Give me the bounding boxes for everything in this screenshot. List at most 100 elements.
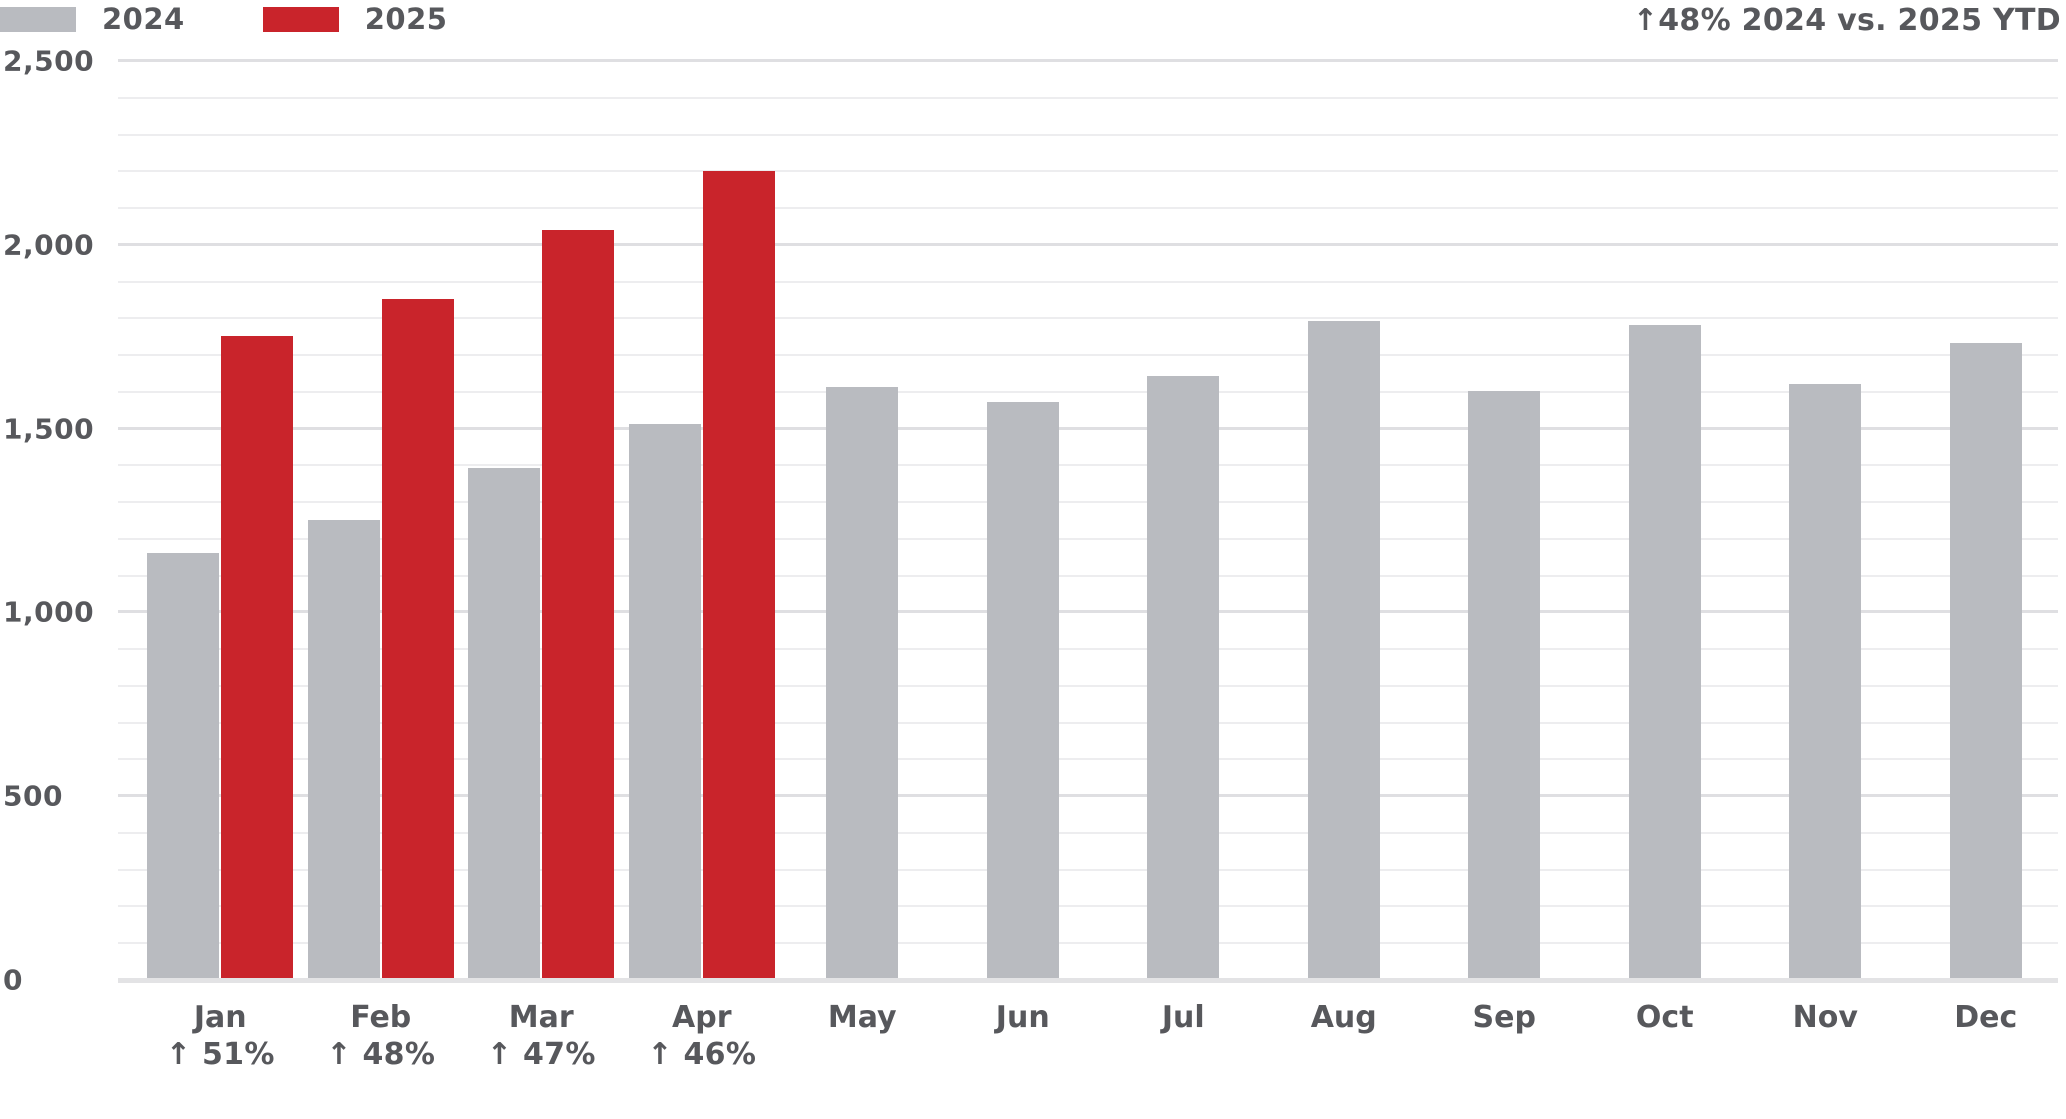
x-axis: Jan ↑ 51% Feb ↑ 48% Mar ↑ 47% Apr ↑ 46% May Jun Ju… (140, 999, 2066, 1073)
x-label-group-may: May (782, 999, 943, 1073)
gridline-major (118, 426, 2058, 430)
gridline-minor (118, 207, 2058, 210)
bar-2024-jun[interactable] (986, 402, 1059, 978)
gridline-minor (118, 501, 2058, 504)
bar-group-nov (1745, 61, 1906, 978)
x-label-group-mar: Mar ↑ 47% (461, 999, 622, 1073)
gridline-major (118, 610, 2058, 614)
bar-group-sep (1424, 61, 1585, 978)
bar-group-jan (140, 61, 301, 978)
ytd-growth-annotation: ↑48% 2024 vs. 2025 YTD (1632, 3, 2061, 38)
bar-group-feb (301, 61, 462, 978)
gridlines (118, 59, 2058, 980)
gridline-minor (118, 831, 2058, 834)
legend-label-2025: 2025 (364, 2, 448, 36)
bar-2024-mar[interactable] (468, 468, 541, 978)
gridline-minor (118, 758, 2058, 761)
month-label-oct: Oct (1635, 1000, 1694, 1035)
bar-2024-jan[interactable] (147, 552, 220, 978)
gridline-minor (118, 537, 2058, 540)
growth-label-feb: ↑ 48% (326, 1037, 436, 1072)
legend-item-2025[interactable]: 2025 (262, 2, 448, 36)
bar-group-apr (622, 61, 783, 978)
gridline-major (118, 794, 2058, 798)
month-label-mar: Mar (508, 1000, 574, 1035)
growth-label-apr: ↑ 46% (647, 1037, 757, 1072)
month-label-may: May (827, 1000, 897, 1035)
growth-label-jan: ↑ 51% (165, 1037, 275, 1072)
bar-2024-jul[interactable] (1147, 376, 1220, 978)
month-label-sep: Sep (1472, 1000, 1536, 1035)
gridline-minor (118, 133, 2058, 136)
bar-2024-nov[interactable] (1789, 383, 1862, 978)
month-label-jul: Jul (1161, 1000, 1205, 1035)
month-label-dec: Dec (1954, 1000, 2018, 1035)
gridline-major (118, 59, 2058, 62)
x-label-group-aug: Aug (1264, 999, 1425, 1073)
bar-group-may (782, 61, 943, 978)
gridline-minor (118, 868, 2058, 871)
gridline-minor (118, 280, 2058, 283)
bar-group-oct (1585, 61, 1746, 978)
bar-2025-apr[interactable] (702, 171, 775, 978)
gridline-major (118, 242, 2058, 246)
bars-row (140, 61, 2066, 978)
x-label-group-oct: Oct (1585, 999, 1746, 1073)
gridline-minor (118, 721, 2058, 724)
gridline-minor (118, 648, 2058, 651)
x-label-group-jul: Jul (1103, 999, 1264, 1073)
gridline-minor (118, 170, 2058, 173)
bar-2025-jan[interactable] (221, 336, 294, 978)
y-axis-label: 1,500 (3, 412, 95, 446)
x-label-group-jun: Jun (943, 999, 1104, 1073)
y-axis-label: 2,000 (3, 228, 95, 262)
bar-2024-sep[interactable] (1468, 391, 1541, 978)
bar-2024-apr[interactable] (628, 424, 701, 978)
bar-group-aug (1264, 61, 1425, 978)
bar-group-mar (461, 61, 622, 978)
bar-2024-may[interactable] (826, 387, 899, 978)
bar-2024-aug[interactable] (1307, 321, 1380, 978)
bar-2025-mar[interactable] (542, 229, 615, 978)
month-label-nov: Nov (1792, 1000, 1858, 1035)
legend: 2024 2025 (0, 2, 447, 36)
month-label-jan: Jan (193, 1000, 247, 1035)
x-label-group-nov: Nov (1745, 999, 1906, 1073)
y-axis: 0 500 1,000 1,500 2,000 2,500 (3, 45, 115, 997)
gridline-minor (118, 354, 2058, 357)
bar-2024-oct[interactable] (1628, 325, 1701, 978)
y-axis-label: 1,000 (3, 595, 95, 629)
bar-group-jun (943, 61, 1104, 978)
x-label-group-jan: Jan ↑ 51% (140, 999, 301, 1073)
gridline-minor (118, 96, 2058, 99)
legend-swatch-2024-icon (0, 6, 76, 32)
x-label-group-feb: Feb ↑ 48% (301, 999, 462, 1073)
gridline-minor (118, 464, 2058, 467)
legend-item-2024[interactable]: 2024 (0, 2, 185, 36)
plot-area: 0 500 1,000 1,500 2,000 2,500 Jan ↑ 51% Feb ↑ 48… (0, 45, 2066, 1119)
x-label-group-dec: Dec (1906, 999, 2066, 1073)
y-axis-label: 500 (3, 779, 63, 813)
bar-2024-dec[interactable] (1949, 343, 2022, 978)
gridline-minor (118, 684, 2058, 687)
month-label-apr: Apr (672, 1000, 732, 1035)
bar-2024-feb[interactable] (307, 519, 380, 978)
gridline-minor (118, 942, 2058, 945)
gridline-minor (118, 317, 2058, 320)
gridline-minor (118, 905, 2058, 908)
legend-label-2024: 2024 (102, 2, 185, 36)
x-label-group-apr: Apr ↑ 46% (622, 999, 783, 1073)
month-label-feb: Feb (350, 1000, 412, 1035)
legend-swatch-2025-icon (262, 6, 339, 32)
gridline-minor (118, 390, 2058, 393)
y-axis-label: 2,500 (3, 44, 95, 78)
y-axis-label: 0 (3, 963, 23, 997)
x-axis-line (118, 978, 2058, 983)
bar-2025-feb[interactable] (381, 299, 454, 978)
month-label-jun: Jun (995, 1000, 1050, 1035)
x-label-group-sep: Sep (1424, 999, 1585, 1073)
month-label-aug: Aug (1310, 1000, 1377, 1035)
bar-group-dec (1906, 61, 2066, 978)
gridline-minor (118, 574, 2058, 577)
